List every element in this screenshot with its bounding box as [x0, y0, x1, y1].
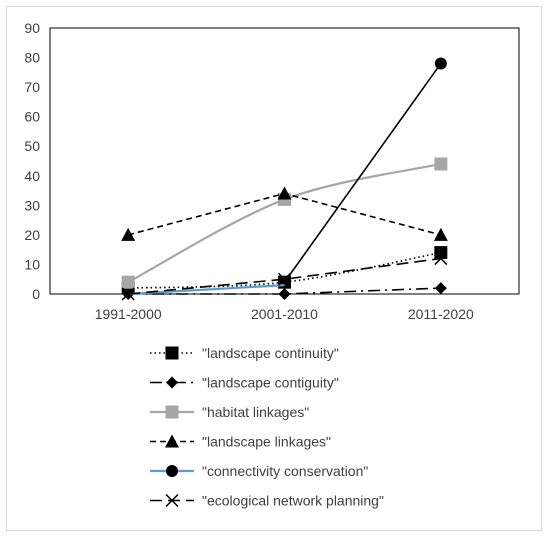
data-point-triangle-marker	[433, 227, 448, 241]
legend-circle-marker	[166, 465, 178, 477]
data-point-x-marker	[277, 272, 292, 286]
legend-label: "connectivity conservation"	[202, 463, 368, 479]
y-tick-label: 30	[24, 197, 40, 213]
chart-frame	[6, 6, 542, 531]
series-line	[128, 284, 285, 296]
data-point-square-marker	[434, 246, 448, 260]
legend-x-marker	[165, 493, 179, 508]
x-tick-label: 2011-2020	[408, 306, 474, 322]
y-tick-label: 90	[24, 20, 40, 36]
data-point-triangle-marker	[121, 227, 136, 241]
y-tick-label: 10	[24, 256, 40, 272]
data-point-x-marker	[121, 287, 135, 301]
y-tick-label: 0	[32, 286, 40, 302]
data-point-square-marker	[121, 275, 135, 289]
x-tick-label: 1991-2000	[95, 306, 162, 322]
y-tick-label: 70	[24, 79, 40, 95]
series-line	[283, 63, 442, 283]
series-line	[128, 287, 441, 295]
y-tick-label: 20	[24, 227, 40, 243]
legend-square-marker	[165, 405, 179, 419]
x-tick-label: 2001-2010	[251, 306, 318, 322]
legend-label: "landscape continuity"	[202, 345, 339, 361]
data-point-square-marker	[434, 157, 448, 171]
series-line	[128, 257, 441, 295]
y-tick-label: 80	[24, 50, 40, 66]
data-point-triangle-marker	[277, 186, 292, 200]
y-tick-label: 60	[24, 109, 40, 125]
y-tick-label: 40	[24, 168, 40, 184]
series-line	[128, 251, 441, 289]
legend-label: "landscape linkages"	[202, 434, 331, 450]
plot-area-border	[49, 27, 520, 295]
legend-label: "landscape contiguity"	[202, 375, 339, 391]
data-point-circle-marker	[434, 57, 447, 70]
y-tick-label: 50	[24, 138, 40, 154]
data-point-diamond-marker	[434, 282, 447, 295]
data-point-x-marker	[434, 252, 448, 266]
data-point-diamond-marker	[278, 288, 291, 300]
legend-triangle-marker	[165, 434, 179, 448]
legend-diamond-marker	[166, 376, 178, 389]
legend-square-marker	[165, 346, 179, 360]
legend-label: "ecological network planning"	[202, 493, 384, 509]
legend-label: "habitat linkages"	[202, 404, 309, 420]
